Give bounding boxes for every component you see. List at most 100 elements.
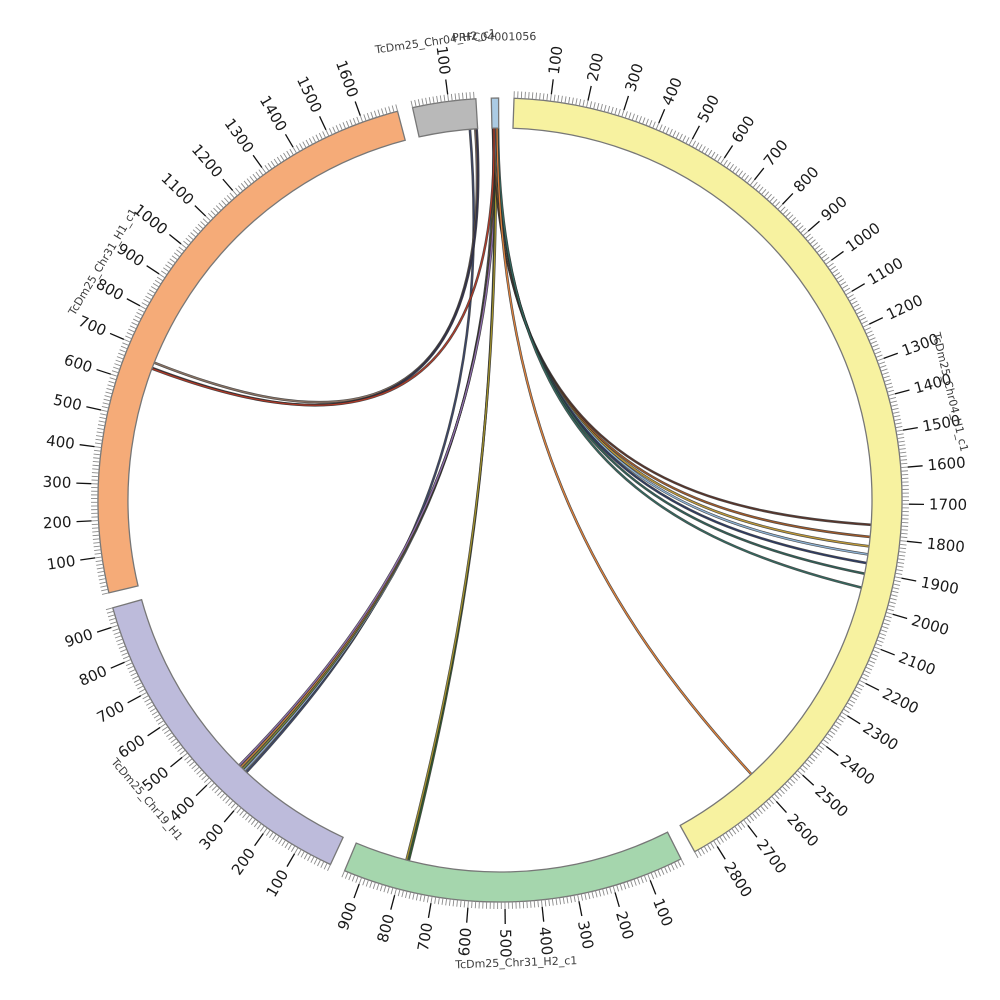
minor-tick <box>897 558 905 561</box>
minor-tick <box>289 148 294 156</box>
minor-tick <box>776 791 783 797</box>
minor-tick <box>530 900 532 908</box>
minor-tick <box>564 96 567 104</box>
minor-tick <box>412 892 415 900</box>
major-tick <box>223 810 235 823</box>
minor-tick <box>276 156 282 164</box>
minor-tick <box>272 833 277 841</box>
minor-tick <box>99 581 107 584</box>
minor-tick <box>196 769 203 775</box>
minor-tick <box>847 294 854 299</box>
minor-tick <box>183 240 190 246</box>
minor-tick <box>867 333 875 338</box>
minor-tick <box>299 143 304 150</box>
minor-tick <box>746 177 752 184</box>
minor-tick <box>857 313 865 318</box>
minor-tick <box>897 437 905 440</box>
minor-tick <box>884 379 891 383</box>
minor-tick <box>771 796 777 802</box>
minor-tick <box>358 877 363 885</box>
tick-label-TcDm25_Chr31_H1_c1-200: 200 <box>42 513 72 532</box>
minor-tick <box>765 800 772 807</box>
minor-tick <box>821 253 828 259</box>
minor-tick <box>450 93 453 101</box>
minor-tick <box>462 92 464 100</box>
minor-tick <box>100 413 108 416</box>
minor-tick <box>695 142 700 149</box>
minor-tick <box>264 165 270 172</box>
minor-tick <box>417 99 421 107</box>
minor-tick <box>122 655 130 660</box>
minor-tick <box>809 239 816 245</box>
minor-tick <box>763 191 770 198</box>
minor-tick <box>167 261 174 267</box>
minor-tick <box>768 798 774 805</box>
minor-tick <box>169 258 176 264</box>
tick-label-TcDm25_Chr31_H1_c1-1300: 1300 <box>221 115 258 157</box>
minor-tick <box>295 145 301 152</box>
major-tick <box>907 465 923 468</box>
minor-tick <box>322 131 327 138</box>
minor-tick <box>207 213 214 219</box>
minor-tick <box>437 897 440 905</box>
minor-tick <box>384 107 388 115</box>
minor-tick <box>315 134 320 142</box>
minor-tick <box>892 411 900 414</box>
minor-tick <box>143 298 150 304</box>
minor-tick <box>96 563 104 566</box>
minor-tick <box>790 217 796 223</box>
minor-tick <box>623 882 627 890</box>
minor-tick <box>157 720 165 725</box>
minor-tick <box>829 730 836 735</box>
minor-tick <box>356 116 360 124</box>
minor-tick <box>408 891 412 899</box>
minor-tick <box>452 899 455 907</box>
minor-tick <box>394 888 397 896</box>
minor-tick <box>366 112 371 120</box>
minor-tick <box>170 738 177 744</box>
minor-tick <box>302 141 307 149</box>
minor-tick <box>178 246 185 252</box>
minor-tick <box>744 174 749 182</box>
minor-tick <box>308 137 313 145</box>
minor-tick <box>362 878 366 886</box>
tick-label-TcDm25_Chr31_H1_c1-1000: 1000 <box>130 200 171 238</box>
minor-tick <box>425 97 428 105</box>
minor-tick <box>255 171 261 178</box>
minor-tick <box>166 732 173 738</box>
minor-tick <box>259 825 265 832</box>
minor-tick <box>161 726 169 731</box>
minor-tick <box>784 783 791 789</box>
minor-tick <box>203 777 210 783</box>
minor-tick <box>101 592 109 595</box>
minor-tick <box>897 561 905 564</box>
major-tick <box>168 234 182 245</box>
tick-label-TcDm25_Chr04_H1_c1-700: 700 <box>760 136 792 170</box>
minor-tick <box>754 810 760 817</box>
minor-tick <box>270 160 276 168</box>
minor-tick <box>899 451 907 454</box>
minor-tick <box>108 380 116 384</box>
minor-tick <box>707 149 713 157</box>
minor-tick <box>111 370 119 374</box>
minor-tick <box>439 95 442 103</box>
tick-label-TcDm25_Chr31_H1_c1-1400: 1400 <box>256 92 291 134</box>
minor-tick <box>823 256 830 262</box>
minor-tick <box>607 105 611 113</box>
tick-label-TcDm25_Chr31_H1_c1-1500: 1500 <box>293 73 326 115</box>
minor-tick <box>95 438 103 441</box>
minor-tick <box>258 169 264 176</box>
minor-tick <box>835 721 842 726</box>
tick-label-TcDm25_Chr04_H1_c1-1000: 1000 <box>842 219 883 256</box>
minor-tick <box>100 409 108 413</box>
minor-tick <box>719 836 724 843</box>
minor-tick <box>188 761 195 767</box>
minor-tick <box>596 103 600 111</box>
minor-tick <box>560 95 563 103</box>
minor-tick <box>781 785 788 792</box>
minor-tick <box>887 604 895 608</box>
tick-label-TcDm25_Chr31_H2_c1-700: 700 <box>414 921 437 952</box>
minor-tick <box>720 157 725 165</box>
minor-tick <box>900 462 908 465</box>
minor-tick <box>886 386 894 390</box>
